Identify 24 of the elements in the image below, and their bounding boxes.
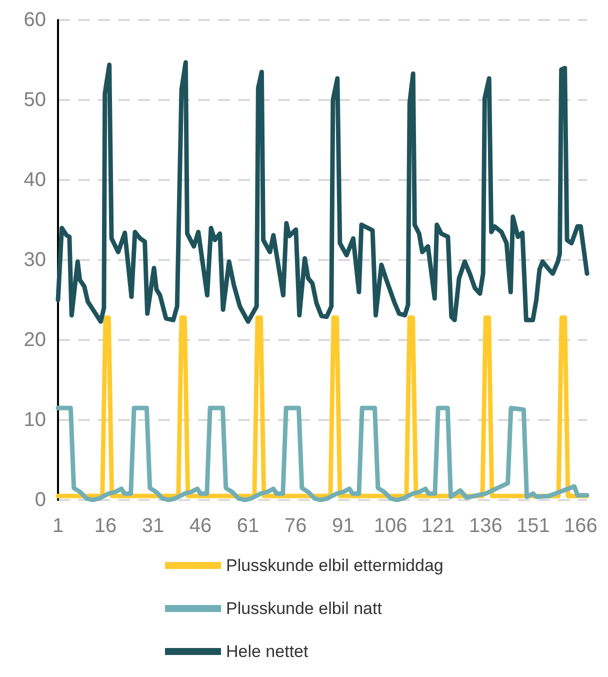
x-tick-label: 91 (332, 515, 354, 537)
x-tick-label: 151 (516, 515, 550, 537)
legend-label: Hele nettet (226, 642, 308, 661)
y-tick-label: 60 (24, 9, 46, 31)
y-tick-label: 30 (24, 249, 46, 271)
legend-label: Plusskunde elbil ettermiddag (226, 556, 444, 575)
y-tick-label: 20 (24, 329, 46, 351)
x-tick-label: 16 (94, 515, 117, 537)
x-tick-label: 1 (52, 515, 64, 537)
y-tick-label: 50 (24, 89, 46, 111)
x-tick-label: 61 (236, 515, 260, 537)
x-tick-label: 106 (374, 515, 408, 537)
x-tick-label: 166 (564, 515, 598, 537)
x-tick-label: 31 (142, 515, 164, 537)
line-series (56, 60, 590, 324)
x-tick-label: 76 (284, 515, 307, 537)
legend-label: Plusskunde elbil natt (226, 599, 382, 618)
y-tick-label: 40 (24, 169, 46, 191)
y-tick-label: 0 (34, 489, 46, 511)
x-tick-label: 121 (421, 515, 455, 537)
line-series (56, 406, 590, 502)
x-tick-label: 46 (189, 515, 212, 537)
x-tick-label: 136 (468, 515, 502, 537)
y-tick-label: 10 (24, 409, 46, 431)
